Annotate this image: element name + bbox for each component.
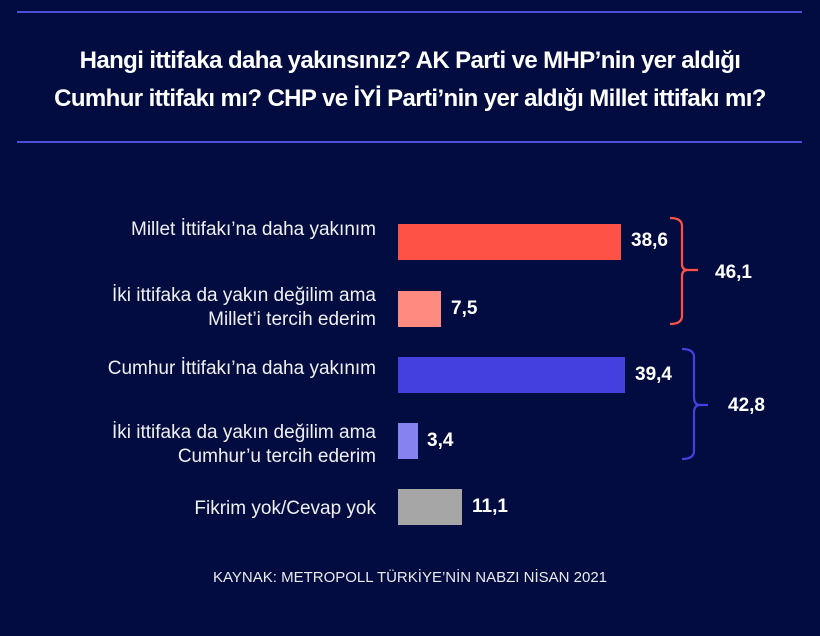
category-label: İki ittifaka da yakın değilim ama Cumhur…: [112, 421, 376, 469]
category-label: Millet İttifakı’na daha yakınım: [131, 218, 376, 242]
label-line: Millet İttifakı’na daha yakınım: [131, 219, 376, 240]
label-line: İki ittifaka da yakın değilim ama: [111, 422, 376, 443]
value-label: 11,1: [472, 496, 508, 517]
source-note: KAYNAK: METROPOLL TÜRKİYE’NİN NABZI NİSA…: [213, 569, 607, 586]
title-line-1: Hangi ittifaka daha yakınsınız? AK Parti…: [79, 47, 741, 74]
bar-millet-yakin: [398, 224, 621, 260]
chart-title: Hangi ittifaka daha yakınsınız? AK Parti…: [0, 42, 820, 118]
bar-millet-tercih: [398, 291, 441, 327]
label-line: İki ittifaka da yakın değilim ama: [111, 285, 376, 306]
bottom-divider: [17, 141, 802, 143]
value-label: 3,4: [427, 430, 454, 451]
category-label: Cumhur İttifakı’na daha yakınım: [108, 357, 376, 381]
value-label: 38,6: [631, 230, 668, 251]
bar-cumhur-tercih: [398, 423, 418, 459]
bar-fikrim-yok: [398, 489, 462, 525]
cumhur-group-total: 42,8: [728, 395, 765, 416]
millet-group-total: 46,1: [715, 262, 752, 283]
cumhur-group-brace-icon: [681, 347, 708, 461]
value-label: 39,4: [635, 364, 672, 385]
category-label: Fikrim yok/Cevap yok: [194, 497, 376, 521]
label-line: Fikrim yok/Cevap yok: [194, 498, 376, 519]
millet-group-brace-icon: [669, 216, 698, 326]
label-line: Cumhur İttifakı’na daha yakınım: [107, 358, 376, 379]
top-divider: [17, 11, 802, 13]
title-line-2: Cumhur ittifakı mı? CHP ve İYİ Parti’nin…: [54, 85, 766, 112]
bar-cumhur-yakin: [398, 357, 625, 393]
label-line: Cumhur’u tercih ederim: [177, 446, 376, 467]
label-line: Millet’i tercih ederim: [208, 309, 376, 330]
category-label: İki ittifaka da yakın değilim ama Millet…: [112, 284, 376, 332]
value-label: 7,5: [451, 298, 478, 319]
